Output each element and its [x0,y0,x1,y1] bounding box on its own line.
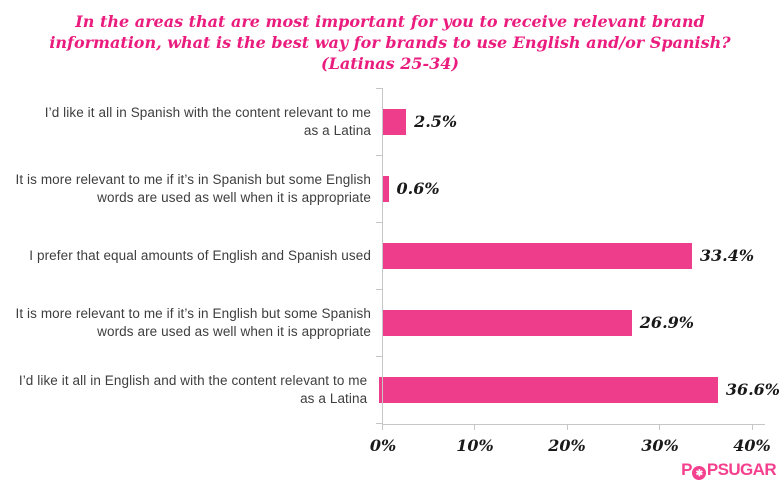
x-axis-tick-label: 10% [456,436,494,455]
category-label: It is more relevant to me if it’s in Eng… [0,305,383,340]
value-label: 36.6% [725,380,780,399]
category-label: I’d like it all in English and with the … [0,372,379,407]
chart-title-line-1: In the areas that are most important for… [75,12,705,31]
bar-row-mostly-spanish: It is more relevant to me if it’s in Spa… [0,155,780,222]
horizontal-bar-chart: I’d like it all in Spanish with the cont… [0,88,780,460]
x-axis-tick-label: 40% [733,436,771,455]
value-label: 0.6% [396,179,440,198]
x-axis-tick-label: 20% [548,436,586,455]
y-axis-tick [376,155,383,156]
bar-row-equal-amounts: I prefer that equal amounts of English a… [0,222,780,289]
x-axis-tick-label: 0% [369,436,397,455]
category-label-line: It is more relevant to me if it’s in Spa… [15,172,371,187]
category-label-line: words are used as well when it is approp… [97,323,371,339]
bar-track: 0.6% [383,155,780,222]
value-label: 2.5% [414,112,458,131]
category-label-line: It is more relevant to me if it’s in Eng… [15,306,371,321]
star-glyph: ✱ [695,468,704,478]
bar-track: 2.5% [383,88,780,155]
category-label-line: as a Latina [300,390,368,406]
bar-equal-amounts [383,242,692,269]
x-axis-tick [659,425,660,430]
bar-row-english-all: I’d like it all in English and with the … [0,356,780,423]
category-label-line: I prefer that equal amounts of English a… [29,247,371,263]
y-axis-tick [376,423,383,424]
chart-title: In the areas that are most important for… [0,0,780,74]
y-axis-line [382,88,383,424]
y-axis-tick [376,222,383,223]
chart-title-line-2: information, what is the best way for br… [49,33,731,52]
category-label-line: words are used as well when it is approp… [97,189,371,205]
x-axis-tick [474,425,475,430]
bar-track: 33.4% [383,222,780,289]
category-label: I prefer that equal amounts of English a… [0,247,383,265]
category-label-line: as a Latina [303,122,371,138]
value-label: 33.4% [699,246,755,265]
bar-mostly-spanish [383,175,389,202]
bar-track: 26.9% [383,289,780,356]
popsugar-logo: P ✱ PSUGAR [681,460,777,480]
y-axis-tick [376,289,383,290]
bar-english-all [379,376,718,403]
x-axis-tick-label: 30% [641,436,679,455]
bar-mostly-english [383,309,632,336]
value-label: 26.9% [639,313,694,332]
bar-rows: I’d like it all in Spanish with the cont… [0,88,780,423]
x-axis-tick [567,425,568,430]
logo-text-psugar: PSUGAR [706,460,777,479]
bar-track: 36.6% [379,356,780,423]
bar-row-spanish-all: I’d like it all in Spanish with the cont… [0,88,780,155]
bar-row-mostly-english: It is more relevant to me if it’s in Eng… [0,289,780,356]
y-axis-tick [376,356,383,357]
category-label: It is more relevant to me if it’s in Spa… [0,171,383,206]
x-axis-tick [752,425,753,430]
bar-spanish-all [383,108,407,135]
category-label-line: I’d like it all in Spanish with the cont… [44,105,371,120]
x-axis-tick [382,425,383,430]
x-axis-line [382,424,765,425]
category-label-line: I’d like it all in English and with the … [18,373,368,388]
chart-title-line-3: (Latinas 25-34) [321,54,459,73]
category-label: I’d like it all in Spanish with the cont… [0,104,383,139]
star-o-icon: ✱ [692,466,707,480]
y-axis-tick [376,88,383,89]
footer: P ✱ PSUGAR [681,460,777,480]
logo-text-p: P [681,460,692,479]
